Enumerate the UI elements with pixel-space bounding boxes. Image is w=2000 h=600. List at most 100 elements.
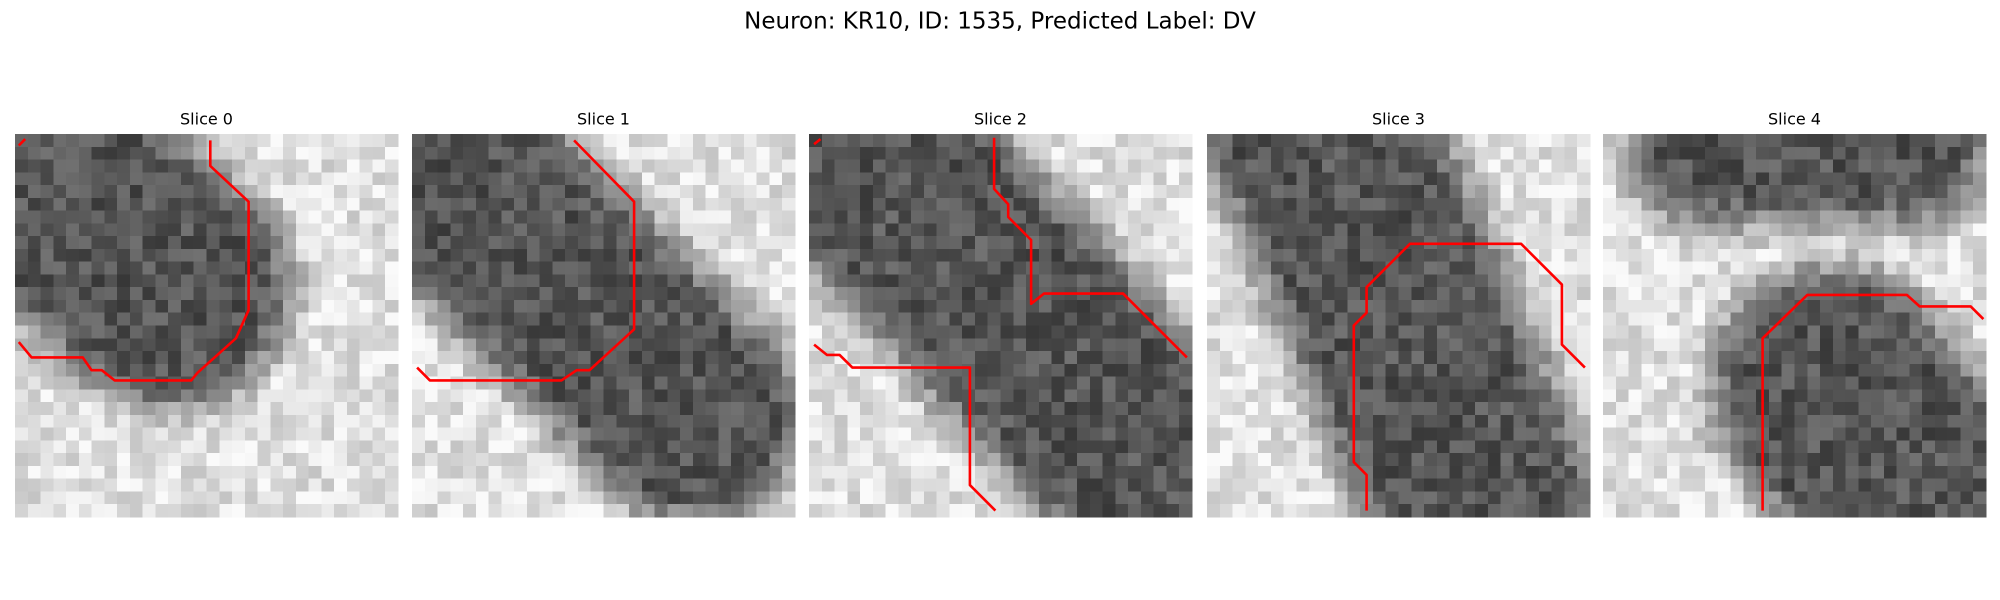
pixel xyxy=(1372,146,1387,161)
pixel xyxy=(629,402,643,416)
pixel xyxy=(1960,351,1974,365)
pixel xyxy=(463,376,477,390)
pixel xyxy=(1270,197,1285,212)
pixel xyxy=(1526,274,1540,288)
pixel xyxy=(321,453,335,467)
pixel xyxy=(1179,134,1193,148)
pixel xyxy=(1232,261,1246,276)
pixel xyxy=(1820,363,1834,378)
pixel xyxy=(526,172,541,186)
pixel xyxy=(1475,223,1489,237)
pixel xyxy=(1654,376,1668,390)
pixel xyxy=(514,287,528,301)
pixel xyxy=(1807,389,1821,403)
pixel xyxy=(1115,210,1129,224)
pixel xyxy=(488,223,502,237)
pixel xyxy=(1705,172,1719,186)
pixel xyxy=(219,185,233,199)
pixel xyxy=(1922,159,1936,173)
pixel xyxy=(142,478,157,493)
pixel xyxy=(1000,185,1014,199)
pixel xyxy=(1140,197,1155,212)
pixel xyxy=(911,172,925,186)
pixel xyxy=(488,325,502,339)
pixel xyxy=(463,223,477,237)
pixel xyxy=(180,146,195,161)
pixel xyxy=(1820,172,1834,186)
pixel xyxy=(1258,210,1272,224)
pixel xyxy=(1743,351,1757,365)
pixel xyxy=(1360,197,1374,212)
pixel xyxy=(463,338,477,352)
panel-title: Slice 4 xyxy=(1768,110,1821,129)
pixel xyxy=(104,197,118,212)
pixel xyxy=(295,351,310,365)
pixel xyxy=(53,146,67,161)
pixel xyxy=(565,440,579,454)
pixel xyxy=(180,478,195,493)
pixel xyxy=(27,363,42,378)
pixel xyxy=(962,274,976,288)
pixel xyxy=(1922,134,1936,148)
pixel xyxy=(872,325,887,339)
pixel xyxy=(1321,376,1336,390)
pixel xyxy=(424,134,439,148)
pixel xyxy=(1768,440,1783,454)
pixel xyxy=(1896,504,1910,518)
pixel xyxy=(1705,159,1719,173)
pixel xyxy=(514,146,528,161)
pixel xyxy=(1909,248,1923,263)
pixel xyxy=(1051,312,1065,327)
pixel xyxy=(1089,210,1104,224)
pixel xyxy=(1820,134,1834,148)
pixel xyxy=(1743,185,1757,199)
pixel xyxy=(718,287,732,301)
pixel xyxy=(1628,491,1642,505)
pixel xyxy=(117,223,131,237)
pixel xyxy=(270,351,284,365)
pixel xyxy=(1398,363,1412,378)
pixel xyxy=(539,351,554,365)
pixel xyxy=(1089,491,1104,505)
pixel xyxy=(91,185,105,199)
pixel xyxy=(359,185,374,199)
pixel xyxy=(526,299,541,314)
pixel xyxy=(334,453,348,467)
pixel xyxy=(1947,159,1962,173)
pixel xyxy=(1500,414,1514,429)
pixel xyxy=(475,261,490,276)
pixel xyxy=(1153,312,1168,327)
pixel xyxy=(847,414,861,429)
pixel xyxy=(756,159,771,173)
pixel xyxy=(1334,210,1349,224)
pixel xyxy=(1538,414,1553,429)
pixel xyxy=(1449,197,1463,212)
pixel xyxy=(450,134,464,148)
pixel xyxy=(1551,465,1566,480)
pixel xyxy=(129,274,144,288)
pixel xyxy=(1603,453,1617,467)
pixel xyxy=(756,248,771,263)
pixel xyxy=(1909,414,1923,429)
pixel xyxy=(1372,172,1387,186)
pixel xyxy=(1564,197,1578,212)
pixel xyxy=(66,389,80,403)
pixel xyxy=(1475,325,1489,339)
pixel xyxy=(1038,338,1053,352)
pixel xyxy=(1960,172,1974,186)
pixel xyxy=(769,210,783,224)
pixel xyxy=(526,478,541,493)
pixel xyxy=(1372,236,1387,250)
pixel xyxy=(1064,363,1078,378)
pixel xyxy=(1115,363,1129,378)
pixel xyxy=(821,338,836,352)
pixel xyxy=(1934,223,1949,237)
pixel xyxy=(129,146,144,161)
pixel xyxy=(1615,376,1630,390)
pixel xyxy=(450,440,464,454)
pixel xyxy=(962,504,976,518)
pixel xyxy=(936,274,951,288)
pixel xyxy=(705,453,719,467)
pixel xyxy=(616,210,630,224)
pixel xyxy=(1462,465,1476,480)
